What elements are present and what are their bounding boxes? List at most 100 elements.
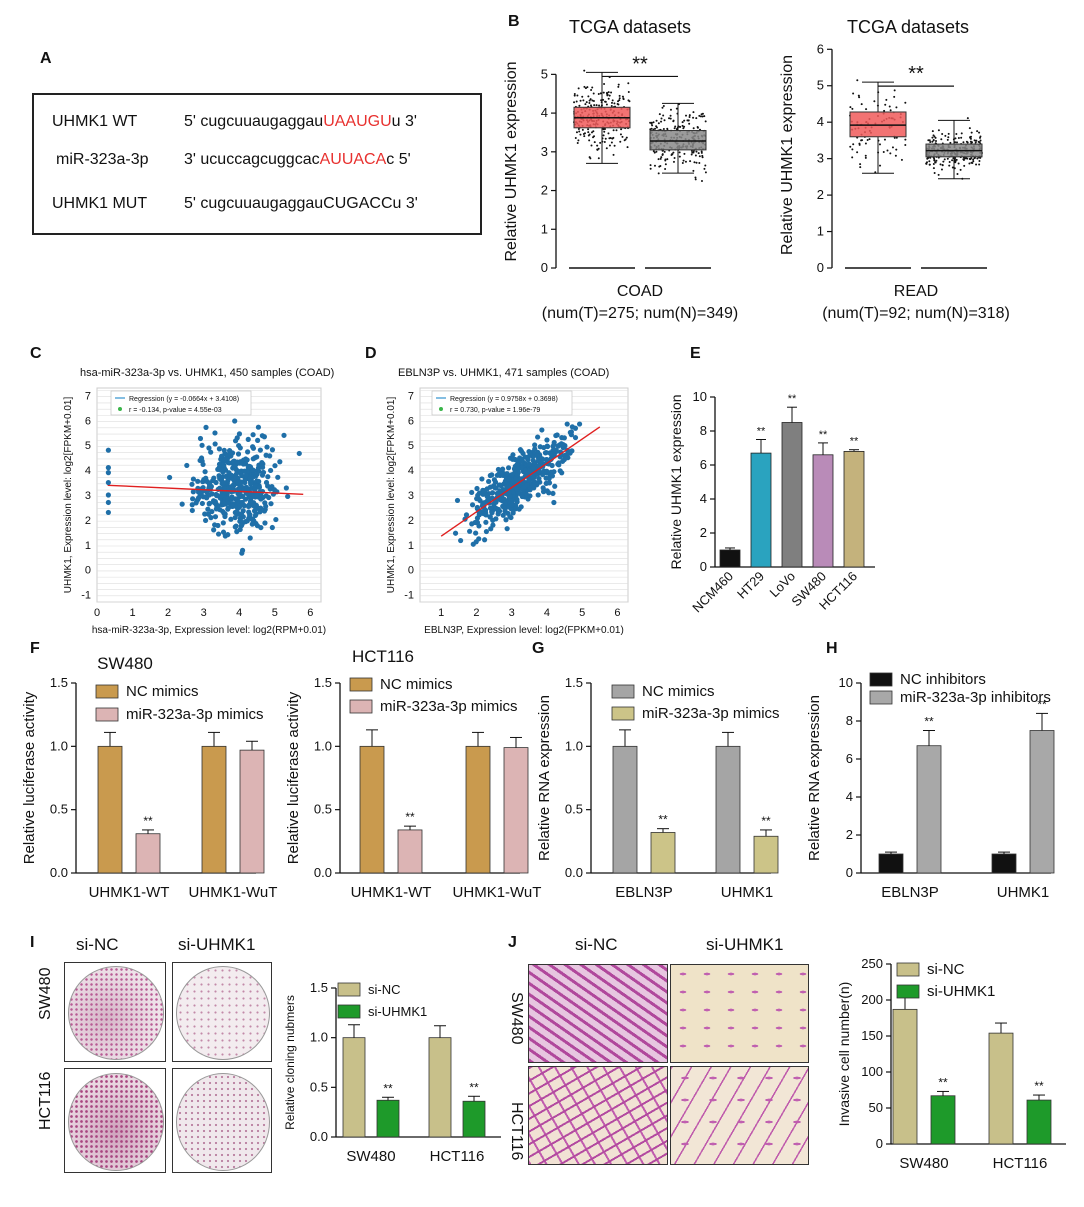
panel-label-b: B xyxy=(508,13,520,30)
scatter-point xyxy=(249,521,255,527)
scatter-point xyxy=(285,493,291,500)
scatter-point xyxy=(510,456,516,462)
scatter-point xyxy=(530,465,536,472)
panel-label-a: A xyxy=(40,50,52,67)
data-point xyxy=(649,164,652,167)
scatter-point xyxy=(275,474,281,480)
scatter-point xyxy=(514,486,520,492)
data-point xyxy=(607,132,610,135)
data-point xyxy=(978,141,981,144)
data-point xyxy=(690,153,693,156)
scatter-point xyxy=(105,509,111,516)
panel-label-h: H xyxy=(826,640,838,657)
scatter-point xyxy=(539,427,545,433)
chart-title: HCT116 xyxy=(352,647,414,666)
data-point xyxy=(685,114,688,117)
y-tick-label: 0.0 xyxy=(314,865,332,880)
scatter-point xyxy=(222,513,228,520)
legend-swatch xyxy=(869,672,893,687)
data-point xyxy=(592,92,595,95)
x-tick-label: NCM460 xyxy=(689,569,736,616)
legend-swatch xyxy=(349,699,373,714)
scatter-point xyxy=(248,499,255,505)
data-point xyxy=(947,132,950,135)
x-axis-label: READ xyxy=(894,283,938,300)
scatter-point xyxy=(255,437,261,443)
data-point xyxy=(972,158,975,161)
legend-swatch xyxy=(95,684,119,699)
data-point xyxy=(597,92,600,95)
scatter-point xyxy=(212,430,218,436)
data-point xyxy=(859,166,862,169)
x-tick-label: 6 xyxy=(614,607,620,619)
data-point xyxy=(904,143,907,146)
scatter-point xyxy=(546,480,553,486)
scatter-point xyxy=(494,490,500,497)
data-point xyxy=(860,103,863,106)
y-axis-label: Relative UHMK1 expression xyxy=(503,61,520,261)
scatter-point xyxy=(237,503,243,509)
scatter-point xyxy=(268,467,274,474)
data-point xyxy=(623,139,626,142)
x-tick-label: HT29 xyxy=(734,569,767,602)
data-point xyxy=(970,161,973,164)
data-point xyxy=(613,144,616,147)
scatter-point xyxy=(209,491,215,497)
data-point xyxy=(673,156,676,159)
scatter-point xyxy=(463,512,470,518)
legend-label: si-NC xyxy=(927,961,965,978)
scatter-point xyxy=(261,434,267,440)
data-point xyxy=(669,114,672,117)
photo-col-label-siuhmk1: si-UHMK1 xyxy=(706,935,784,954)
scatter-point xyxy=(560,441,566,448)
data-point xyxy=(653,151,656,154)
data-point xyxy=(664,158,667,161)
data-point xyxy=(889,109,892,112)
scatter-point xyxy=(514,499,520,505)
scatter-point xyxy=(225,496,231,502)
scatter-point xyxy=(105,499,111,506)
scatter-point xyxy=(241,486,247,493)
scatter-point xyxy=(219,453,225,459)
scatter-point xyxy=(568,432,574,438)
data-point xyxy=(925,162,928,165)
scatter-point xyxy=(504,471,510,477)
data-point xyxy=(883,138,886,141)
y-tick-label: 5 xyxy=(408,440,414,452)
scatter-point xyxy=(217,485,223,491)
scatter-point xyxy=(193,500,199,506)
data-point xyxy=(929,140,932,143)
data-point xyxy=(696,126,699,129)
legend-box xyxy=(431,390,573,416)
scatter-point xyxy=(518,458,524,464)
scatter-point xyxy=(105,447,111,453)
scatter-point xyxy=(516,506,522,512)
data-point xyxy=(684,160,687,163)
data-point xyxy=(578,130,581,133)
scatter-point xyxy=(230,503,236,509)
scatter-point xyxy=(515,466,521,472)
scatter-point xyxy=(221,462,227,468)
x-tick-label: UHMK1 xyxy=(997,884,1050,901)
data-point xyxy=(697,152,700,155)
scatter-point xyxy=(553,432,559,439)
scatter-point xyxy=(482,511,489,517)
data-point xyxy=(695,117,698,120)
seq-suffix: u 3' xyxy=(391,113,417,130)
x-tick-label: 3 xyxy=(509,607,515,619)
data-point xyxy=(657,158,660,161)
data-point xyxy=(664,167,667,170)
bar xyxy=(1029,730,1055,874)
scatter-point xyxy=(538,458,544,464)
y-tick-label: 0 xyxy=(876,1136,883,1151)
data-point xyxy=(577,128,580,131)
invasion-photo-hct116-siuhmk1 xyxy=(670,1066,809,1165)
y-tick-label: 1.5 xyxy=(314,675,332,690)
y-tick-label: 6 xyxy=(700,457,707,472)
y-tick-label: 2 xyxy=(846,827,853,842)
scatter-point xyxy=(258,496,264,502)
data-point xyxy=(683,152,686,155)
data-point xyxy=(660,117,663,120)
scatter-point xyxy=(532,446,538,452)
data-point xyxy=(597,157,600,160)
